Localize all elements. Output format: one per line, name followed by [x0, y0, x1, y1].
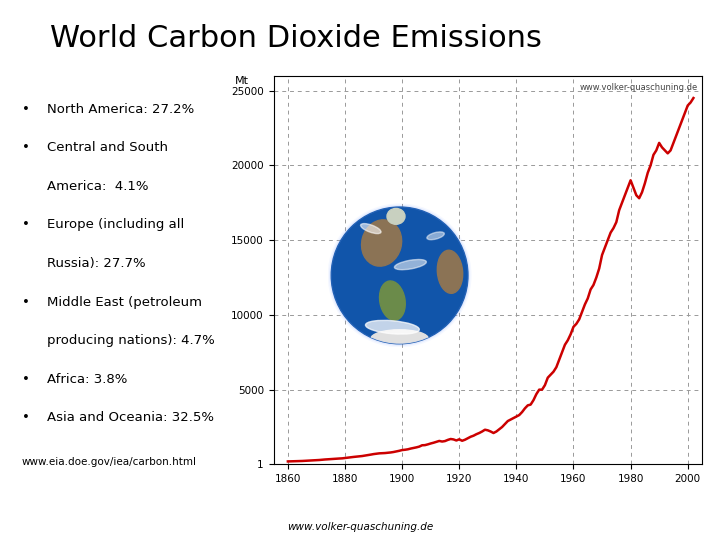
Text: America:  4.1%: America: 4.1% — [47, 180, 148, 193]
Text: •: • — [22, 219, 30, 232]
Text: World Carbon Dioxide Emissions: World Carbon Dioxide Emissions — [50, 24, 542, 53]
Ellipse shape — [387, 208, 405, 224]
Text: North America: 27.2%: North America: 27.2% — [47, 103, 194, 116]
Circle shape — [331, 207, 468, 344]
Ellipse shape — [361, 224, 381, 234]
Text: •: • — [22, 103, 30, 116]
Ellipse shape — [371, 330, 428, 348]
Text: Russia): 27.7%: Russia): 27.7% — [47, 257, 145, 270]
Text: •: • — [22, 141, 30, 154]
Text: Africa: 3.8%: Africa: 3.8% — [47, 373, 127, 386]
Text: Central and South: Central and South — [47, 141, 168, 154]
Text: Mt: Mt — [235, 76, 249, 86]
Text: www.volker-quaschuning.de: www.volker-quaschuning.de — [287, 522, 433, 532]
Text: •: • — [22, 373, 30, 386]
Text: Asia and Oceania: 32.5%: Asia and Oceania: 32.5% — [47, 411, 214, 424]
Text: •: • — [22, 411, 30, 424]
Ellipse shape — [366, 320, 419, 334]
Text: www.volker-quaschuning.de: www.volker-quaschuning.de — [580, 83, 698, 92]
Ellipse shape — [395, 260, 426, 269]
Text: •: • — [22, 295, 30, 308]
Text: Europe (including all: Europe (including all — [47, 219, 184, 232]
Text: producing nations): 4.7%: producing nations): 4.7% — [47, 334, 215, 347]
Ellipse shape — [427, 232, 444, 240]
Ellipse shape — [379, 281, 405, 320]
Text: Middle East (petroleum: Middle East (petroleum — [47, 295, 202, 308]
Text: www.eia.doe.gov/iea/carbon.html: www.eia.doe.gov/iea/carbon.html — [22, 457, 197, 467]
Ellipse shape — [361, 220, 402, 266]
Ellipse shape — [437, 250, 463, 293]
